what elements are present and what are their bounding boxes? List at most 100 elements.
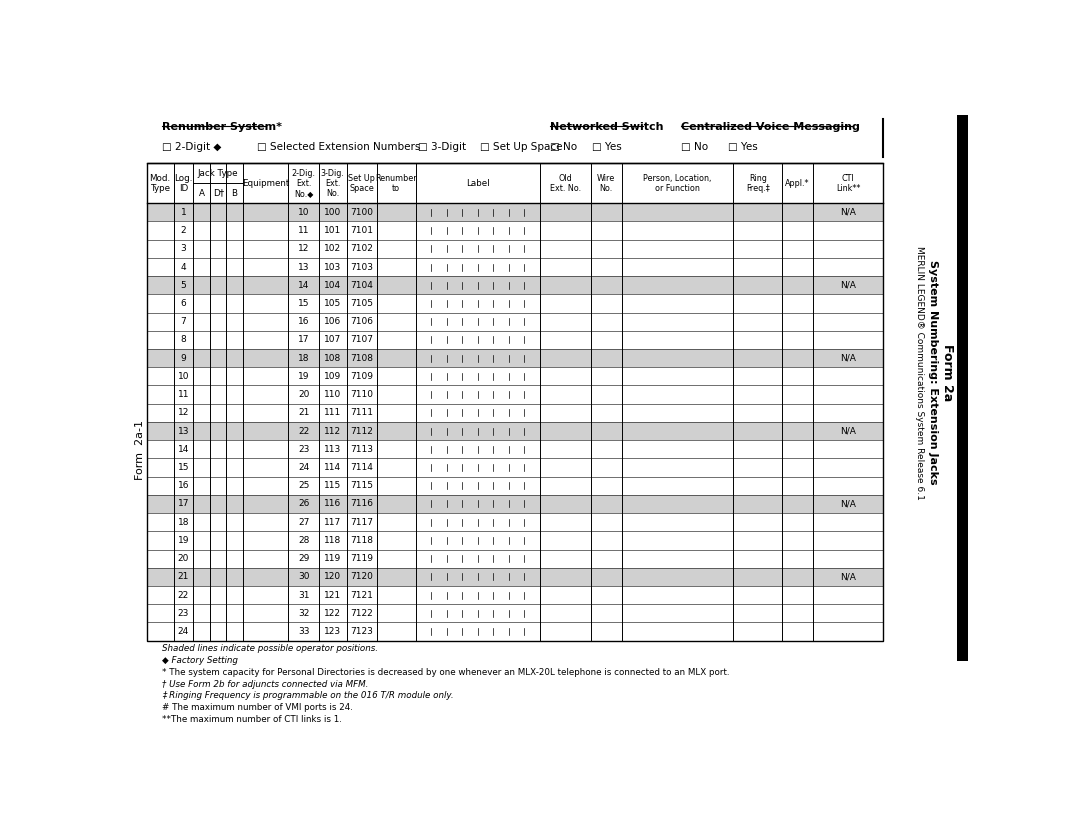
Text: 21: 21 [298, 409, 309, 417]
Bar [147, 568, 882, 586]
Text: 25: 25 [298, 481, 309, 490]
Text: Person, Location,
or Function: Person, Location, or Function [644, 173, 712, 193]
Bar [147, 531, 882, 550]
Text: 121: 121 [324, 590, 341, 600]
Bar [147, 367, 882, 385]
Bar [147, 622, 882, 641]
Text: 19: 19 [298, 372, 309, 381]
Text: 31: 31 [298, 590, 309, 600]
Text: 17: 17 [178, 500, 189, 509]
Text: 27: 27 [298, 518, 309, 526]
Text: 116: 116 [324, 500, 341, 509]
Text: □ Yes: □ Yes [728, 142, 758, 152]
Text: Set Up
Space: Set Up Space [348, 173, 375, 193]
Text: Renumber System*: Renumber System* [162, 123, 282, 133]
Text: 7109: 7109 [350, 372, 374, 381]
Text: 7114: 7114 [350, 463, 373, 472]
Bar [147, 513, 882, 531]
Text: 7112: 7112 [350, 426, 373, 435]
Text: 111: 111 [324, 409, 341, 417]
Text: 106: 106 [324, 317, 341, 326]
Text: † Use Form 2b for adjuncts connected via MFM.: † Use Form 2b for adjuncts connected via… [162, 680, 368, 689]
Text: 9: 9 [180, 354, 187, 363]
Text: 115: 115 [324, 481, 341, 490]
Text: 108: 108 [324, 354, 341, 363]
Text: Renumber
to: Renumber to [376, 173, 417, 193]
Bar [147, 476, 882, 495]
Text: 112: 112 [324, 426, 341, 435]
Text: 7119: 7119 [350, 554, 374, 563]
Bar [147, 331, 882, 349]
Text: System Numbering: Extension Jacks: System Numbering: Extension Jacks [928, 260, 939, 485]
Text: 13: 13 [178, 426, 189, 435]
Text: 14: 14 [178, 445, 189, 454]
Text: N/A: N/A [840, 281, 856, 289]
Text: 102: 102 [324, 244, 341, 254]
Text: N/A: N/A [840, 354, 856, 363]
Text: 7123: 7123 [350, 627, 373, 636]
Text: 23: 23 [298, 445, 309, 454]
Text: 105: 105 [324, 299, 341, 308]
Text: 122: 122 [324, 609, 341, 618]
Text: Log.
ID: Log. ID [174, 173, 192, 193]
Text: MERLIN LEGEND® Communications System Release 6.1: MERLIN LEGEND® Communications System Rel… [915, 246, 923, 500]
Text: A: A [199, 188, 204, 198]
Text: Label: Label [465, 178, 489, 188]
Text: □ 3-Digit: □ 3-Digit [418, 142, 465, 152]
Text: 21: 21 [178, 572, 189, 581]
Text: 109: 109 [324, 372, 341, 381]
Text: □ Set Up Space: □ Set Up Space [480, 142, 563, 152]
Text: □ Yes: □ Yes [592, 142, 622, 152]
Text: 2-Dig.
Ext.
No.◆: 2-Dig. Ext. No.◆ [292, 168, 315, 198]
Text: Appl.*: Appl.* [785, 178, 810, 188]
Text: N/A: N/A [840, 500, 856, 509]
Text: 23: 23 [178, 609, 189, 618]
Text: 100: 100 [324, 208, 341, 217]
Text: 26: 26 [298, 500, 309, 509]
Text: 22: 22 [298, 426, 309, 435]
Text: 7111: 7111 [350, 409, 374, 417]
Text: 16: 16 [178, 481, 189, 490]
Text: 117: 117 [324, 518, 341, 526]
Text: Wire
No.: Wire No. [597, 173, 616, 193]
Text: 6: 6 [180, 299, 187, 308]
Text: N/A: N/A [840, 572, 856, 581]
Bar [147, 203, 882, 222]
Text: 29: 29 [298, 554, 309, 563]
Text: 7120: 7120 [350, 572, 373, 581]
Bar [147, 495, 882, 513]
Text: □ No: □ No [550, 142, 577, 152]
Text: 16: 16 [298, 317, 309, 326]
Text: Shaded lines indicate possible operator positions.: Shaded lines indicate possible operator … [162, 644, 378, 653]
Text: * The system capacity for Personal Directories is decreased by one whenever an M: * The system capacity for Personal Direc… [162, 667, 730, 676]
Text: 7108: 7108 [350, 354, 374, 363]
Text: Mod.
Type: Mod. Type [150, 173, 171, 193]
Text: 7115: 7115 [350, 481, 374, 490]
Text: 103: 103 [324, 263, 341, 272]
Text: N/A: N/A [840, 426, 856, 435]
Text: N/A: N/A [840, 208, 856, 217]
Bar [147, 404, 882, 422]
Text: ◆ Factory Setting: ◆ Factory Setting [162, 656, 238, 665]
Text: Networked Switch: Networked Switch [550, 123, 663, 133]
Text: 110: 110 [324, 390, 341, 399]
Text: □ 2-Digit ◆: □ 2-Digit ◆ [162, 142, 221, 152]
Text: 7103: 7103 [350, 263, 374, 272]
Text: 7: 7 [180, 317, 187, 326]
Text: 7101: 7101 [350, 226, 374, 235]
Text: 7105: 7105 [350, 299, 374, 308]
Text: CTI
Link**: CTI Link** [836, 173, 860, 193]
Bar [147, 313, 882, 331]
Text: 113: 113 [324, 445, 341, 454]
Text: D†: D† [213, 188, 224, 198]
Text: 7113: 7113 [350, 445, 374, 454]
Bar [957, 115, 968, 661]
Bar [147, 440, 882, 459]
Text: Equipment: Equipment [242, 178, 289, 188]
Bar [147, 294, 882, 313]
Text: 118: 118 [324, 536, 341, 545]
Text: 7116: 7116 [350, 500, 374, 509]
Text: 12: 12 [298, 244, 309, 254]
Text: Jack Type: Jack Type [198, 168, 239, 178]
Bar [147, 163, 882, 641]
